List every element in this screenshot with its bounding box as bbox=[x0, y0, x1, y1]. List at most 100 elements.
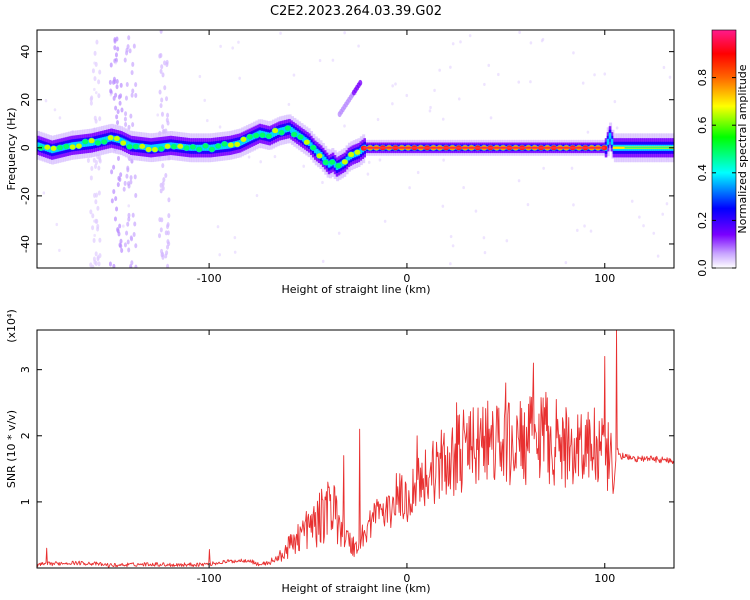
noise-speck bbox=[255, 193, 259, 198]
noise-speck bbox=[114, 196, 118, 202]
ridge-point bbox=[284, 125, 292, 132]
noise-speck bbox=[119, 172, 123, 178]
noise-speck bbox=[129, 235, 133, 241]
noise-speck bbox=[116, 155, 120, 161]
noise-speck bbox=[247, 155, 251, 159]
colorbar-gradient bbox=[711, 29, 737, 269]
noise-speck bbox=[457, 97, 461, 101]
noise-speck bbox=[127, 124, 131, 130]
noise-speck bbox=[158, 89, 162, 95]
ridge-point bbox=[195, 146, 203, 153]
noise-speck bbox=[321, 259, 325, 263]
noise-speck bbox=[120, 247, 124, 253]
noise-speck bbox=[451, 244, 455, 248]
noise-speck bbox=[89, 175, 93, 181]
ridge-point bbox=[316, 152, 323, 159]
noise-speck bbox=[483, 251, 487, 255]
noise-speck bbox=[408, 186, 411, 190]
noise-speck bbox=[118, 100, 122, 106]
snr-axes: -100 0 100 1 2 3 bbox=[19, 330, 674, 585]
noise-speck bbox=[161, 181, 165, 187]
noise-speck bbox=[433, 88, 436, 92]
noise-speck bbox=[163, 85, 167, 91]
ridge-point bbox=[303, 139, 311, 146]
ridge-point bbox=[233, 141, 241, 148]
noise-speck bbox=[125, 82, 129, 88]
noise-speck bbox=[124, 122, 128, 128]
ridge-point bbox=[94, 139, 102, 146]
noise-speck bbox=[459, 40, 462, 44]
ridge-point bbox=[62, 143, 70, 150]
noise-speck bbox=[93, 219, 96, 223]
ridge-point bbox=[88, 137, 96, 144]
ridge-point bbox=[271, 127, 279, 134]
noise-speck bbox=[89, 262, 93, 268]
noise-speck bbox=[93, 259, 97, 265]
noise-speck bbox=[665, 202, 669, 206]
snr-ylabel: SNR (10 * v/v) bbox=[5, 410, 18, 488]
noise-speck bbox=[127, 247, 131, 253]
noise-speck bbox=[109, 62, 113, 68]
noise-speck bbox=[124, 111, 128, 117]
noise-speck bbox=[159, 103, 163, 109]
noise-speck bbox=[116, 109, 120, 115]
noise-speck bbox=[93, 61, 96, 65]
noise-speck bbox=[93, 76, 97, 82]
noise-speck bbox=[441, 117, 445, 121]
noise-speck bbox=[134, 243, 138, 249]
noise-speck bbox=[656, 254, 660, 258]
noise-speck bbox=[126, 165, 130, 171]
ridge-point bbox=[50, 145, 58, 152]
ridge-point bbox=[56, 144, 64, 151]
x-tick-label: 100 bbox=[594, 572, 615, 585]
noise-speck bbox=[613, 100, 617, 104]
noise-speck bbox=[160, 64, 164, 70]
noise-speck bbox=[98, 154, 102, 160]
noise-speck bbox=[156, 113, 160, 117]
noise-speck bbox=[482, 236, 486, 240]
noise-speck bbox=[129, 179, 133, 185]
noise-speck bbox=[98, 237, 102, 243]
noise-speck bbox=[115, 206, 119, 212]
noise-speck bbox=[451, 42, 455, 46]
noise-speck bbox=[113, 216, 117, 222]
noise-speck bbox=[98, 253, 102, 259]
noise-speck bbox=[95, 39, 99, 45]
noise-speck bbox=[94, 160, 98, 166]
x-tick-label: 0 bbox=[403, 272, 410, 285]
noise-speck bbox=[489, 116, 493, 120]
noise-speck bbox=[231, 46, 234, 50]
noise-speck bbox=[53, 108, 57, 112]
noise-speck bbox=[97, 190, 101, 196]
spectral-band bbox=[48, 146, 52, 153]
noise-speck bbox=[90, 165, 94, 171]
noise-speck bbox=[505, 239, 509, 243]
ridge-point bbox=[119, 139, 127, 147]
ridge-point bbox=[335, 162, 342, 169]
noise-speck bbox=[112, 164, 116, 170]
ridge-point bbox=[170, 143, 178, 150]
streak-speck bbox=[358, 79, 363, 86]
colorbar-tick-label: 0.6 bbox=[696, 116, 709, 134]
colorbar-tick-label: 0.8 bbox=[696, 69, 709, 87]
noise-speck bbox=[661, 212, 665, 216]
ridge-point bbox=[202, 142, 209, 149]
ridge-point bbox=[132, 143, 140, 150]
ridge-point bbox=[100, 138, 108, 145]
noise-speck bbox=[115, 84, 119, 90]
noise-speck bbox=[97, 261, 101, 267]
noise-speck bbox=[125, 230, 129, 236]
noise-speck bbox=[119, 243, 123, 249]
noise-speck bbox=[97, 79, 101, 85]
y-tick-label: 3 bbox=[19, 366, 32, 373]
noise-speck bbox=[428, 109, 432, 113]
noise-speck bbox=[97, 93, 101, 99]
noise-speck bbox=[576, 228, 579, 233]
snr-series-line bbox=[37, 330, 674, 568]
spectrogram-data bbox=[37, 30, 674, 268]
noise-speck bbox=[219, 44, 222, 48]
noise-speck bbox=[166, 263, 170, 268]
noise-speck bbox=[116, 46, 120, 52]
spectral-band bbox=[347, 154, 351, 161]
noise-speck bbox=[127, 212, 131, 218]
